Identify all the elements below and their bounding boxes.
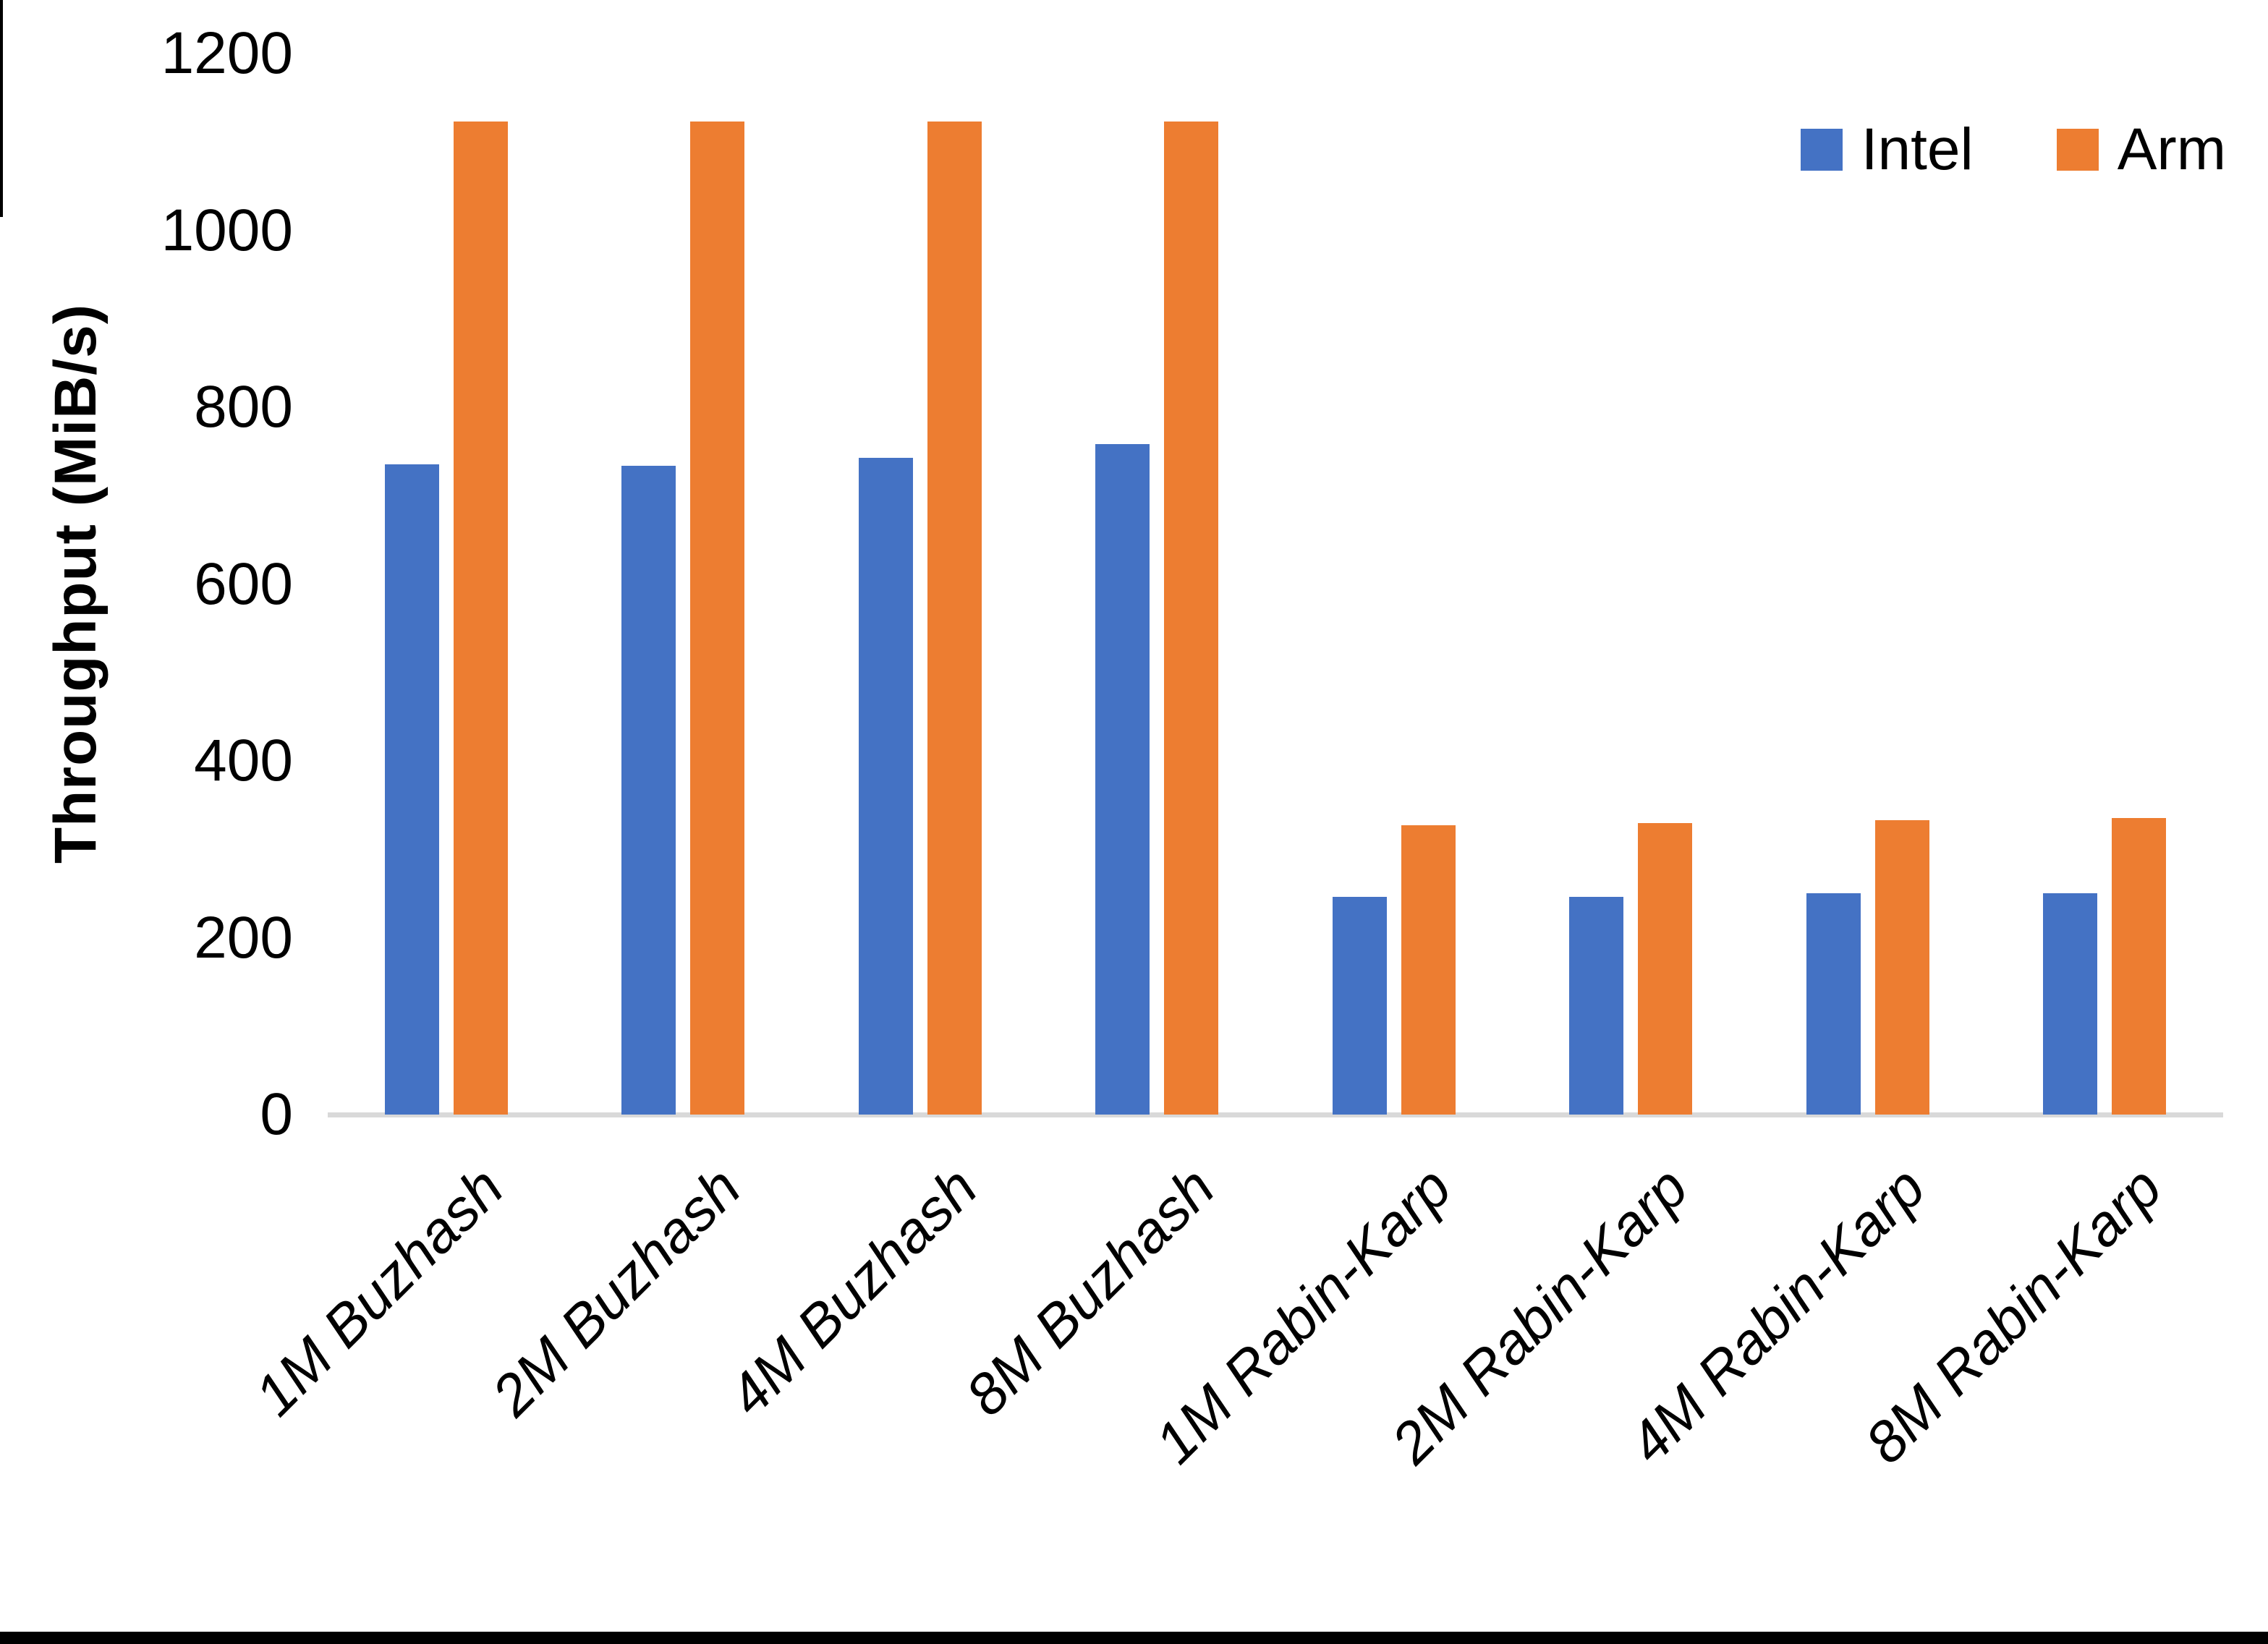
bar-arm	[927, 122, 982, 1115]
bar-intel	[1569, 897, 1624, 1115]
bar-arm	[453, 122, 508, 1115]
bar-group	[621, 122, 745, 1115]
x-category-label-text: 1M Buzhash	[242, 1154, 516, 1428]
y-tick-label: 800	[194, 374, 293, 440]
plot-area	[328, 54, 2223, 1117]
legend-swatch-arm	[2056, 129, 2099, 171]
y-tick-label: 1200	[161, 20, 293, 86]
y-tick-label: 400	[194, 728, 293, 793]
bar-intel	[2043, 893, 2098, 1115]
y-tick-label: 600	[194, 550, 293, 617]
x-category-label-text: 4M Buzhash	[716, 1154, 990, 1428]
legend-swatch-intel	[1800, 129, 1843, 171]
legend-item-intel: Intel	[1800, 116, 1974, 184]
bar-intel	[1095, 444, 1150, 1115]
bar-group	[2043, 818, 2167, 1115]
legend: Intel Arm	[1800, 116, 2226, 184]
bar-group	[384, 122, 508, 1115]
legend-label: Intel	[1861, 116, 1974, 182]
left-edge-artifact	[0, 0, 3, 217]
bar-group	[1095, 122, 1219, 1115]
bar-arm	[690, 122, 745, 1115]
bar-arm	[1164, 122, 1219, 1115]
legend-label: Arm	[2117, 116, 2226, 182]
legend-item-arm: Arm	[2056, 116, 2226, 184]
bar-arm	[1874, 819, 1929, 1115]
bar-intel	[1806, 893, 1861, 1115]
bar-arm	[1638, 822, 1693, 1115]
bar-intel	[384, 464, 439, 1115]
bar-intel	[621, 465, 676, 1115]
bar-arm	[2112, 818, 2167, 1115]
bar-group	[1332, 825, 1456, 1115]
y-tick-label: 0	[260, 1081, 293, 1147]
bar-intel	[1332, 897, 1387, 1115]
bar-group	[858, 122, 982, 1115]
bar-intel	[858, 457, 913, 1115]
x-category-label-text: 2M Buzhash	[479, 1154, 752, 1428]
bar-arm	[1401, 825, 1456, 1115]
y-tick-label: 1000	[161, 197, 293, 263]
y-tick-label: 200	[194, 904, 293, 971]
bar-group	[1569, 822, 1693, 1115]
x-axis-line	[328, 1112, 2223, 1117]
bar-group	[1806, 819, 1929, 1115]
bottom-border	[0, 1632, 2268, 1644]
